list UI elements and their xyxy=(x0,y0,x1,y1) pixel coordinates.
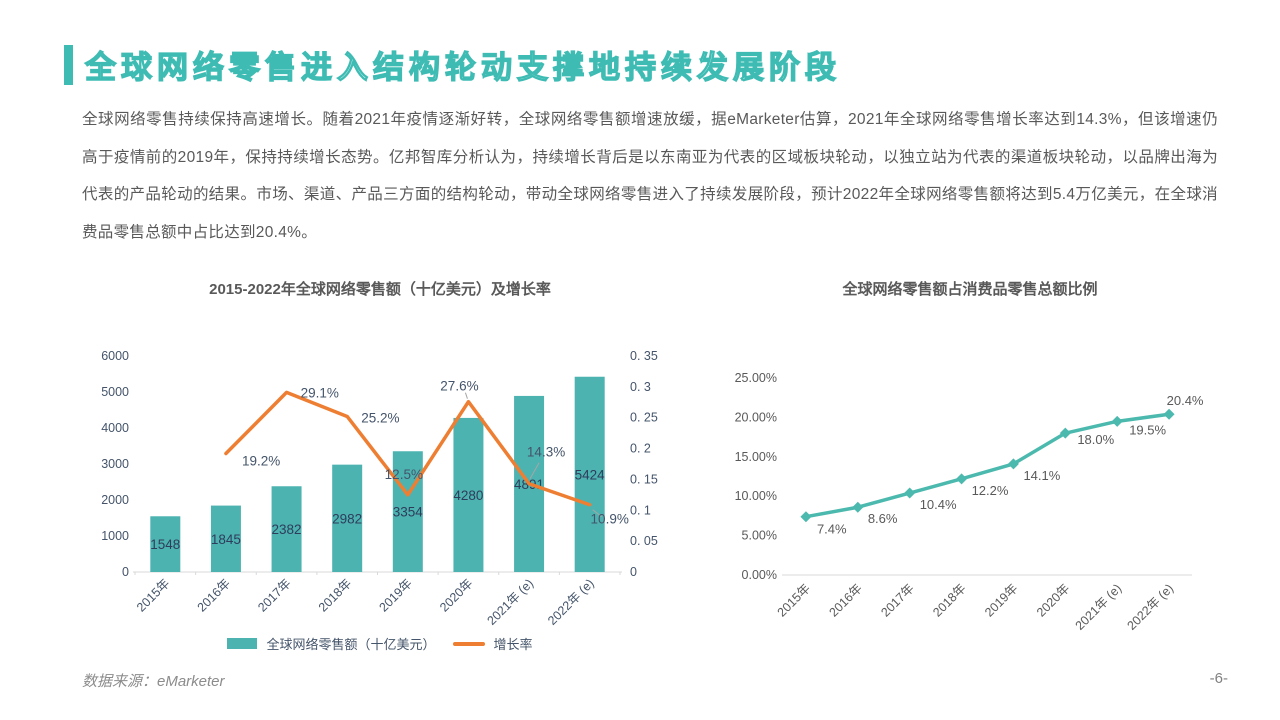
svg-text:2019年: 2019年 xyxy=(377,576,415,614)
svg-text:5424: 5424 xyxy=(575,467,606,482)
svg-text:14.1%: 14.1% xyxy=(1023,468,1060,483)
svg-text:2982: 2982 xyxy=(332,511,362,526)
svg-text:19.2%: 19.2% xyxy=(242,454,280,469)
svg-text:2017年: 2017年 xyxy=(255,576,293,614)
share-chart: 0.00% 5.00% 10.00% 15.00% 20.00% 25.00% 7.4% 8.… xyxy=(735,371,1204,633)
legend-bar-label: 全球网络零售额（十亿美元） xyxy=(266,637,436,652)
svg-text:0. 05: 0. 05 xyxy=(630,534,658,548)
svg-text:10.00%: 10.00% xyxy=(735,489,777,503)
svg-text:1845: 1845 xyxy=(211,532,241,547)
svg-text:2018年: 2018年 xyxy=(930,581,968,619)
svg-text:0.00%: 0.00% xyxy=(742,568,777,582)
svg-text:25.2%: 25.2% xyxy=(361,410,399,425)
svg-text:2016年: 2016年 xyxy=(827,581,865,619)
svg-text:0: 0 xyxy=(122,565,129,579)
svg-text:0. 3: 0. 3 xyxy=(630,380,651,394)
svg-text:12.5%: 12.5% xyxy=(385,467,423,482)
svg-text:0. 1: 0. 1 xyxy=(630,503,651,517)
combo-chart-title: 2015-2022年全球网络零售额（十亿美元）及增长率 xyxy=(209,281,551,298)
svg-text:2020年: 2020年 xyxy=(1034,581,1072,619)
combo-chart: 0 1000 2000 3000 4000 5000 6000 0 0. 05 0. 1 0. 15… xyxy=(101,349,658,628)
svg-text:2021年 (e): 2021年 (e) xyxy=(485,576,537,628)
svg-text:19.5%: 19.5% xyxy=(1129,422,1166,437)
svg-text:4280: 4280 xyxy=(453,488,483,503)
svg-text:1000: 1000 xyxy=(101,529,129,543)
svg-text:0. 2: 0. 2 xyxy=(630,442,651,456)
svg-text:12.2%: 12.2% xyxy=(972,483,1009,498)
svg-text:5.00%: 5.00% xyxy=(742,529,777,543)
svg-text:3354: 3354 xyxy=(393,505,424,520)
svg-text:14.3%: 14.3% xyxy=(527,445,565,460)
share-chart-figure: 全球网络零售额占消费品零售总额比例 0.00% 5.00% 10.00% 15.00%… xyxy=(715,278,1225,640)
svg-text:5000: 5000 xyxy=(101,385,129,399)
svg-text:8.6%: 8.6% xyxy=(868,511,898,526)
legend-bar-swatch xyxy=(227,638,258,649)
svg-text:18.0%: 18.0% xyxy=(1077,432,1114,447)
svg-text:6000: 6000 xyxy=(101,349,129,363)
legend-line-label: 增长率 xyxy=(493,637,533,652)
combo-chart-legend: 全球网络零售额（十亿美元） 增长率 xyxy=(85,634,675,653)
svg-text:25.00%: 25.00% xyxy=(735,371,777,385)
svg-text:20.4%: 20.4% xyxy=(1167,393,1204,408)
legend-line-swatch xyxy=(452,641,485,646)
svg-text:0. 25: 0. 25 xyxy=(630,411,658,425)
svg-text:2018年: 2018年 xyxy=(316,576,354,614)
svg-text:2017年: 2017年 xyxy=(878,581,916,619)
svg-text:2382: 2382 xyxy=(272,522,302,537)
svg-text:15.00%: 15.00% xyxy=(735,450,777,464)
svg-text:10.4%: 10.4% xyxy=(920,497,957,512)
svg-text:2019年: 2019年 xyxy=(982,581,1020,619)
svg-text:27.6%: 27.6% xyxy=(440,379,478,394)
svg-text:1548: 1548 xyxy=(150,537,180,552)
svg-text:2022年 (e): 2022年 (e) xyxy=(545,576,597,628)
svg-text:0. 35: 0. 35 xyxy=(630,349,658,363)
title-accent-bar xyxy=(64,44,73,85)
svg-text:0: 0 xyxy=(630,565,637,579)
svg-text:3000: 3000 xyxy=(101,457,129,471)
svg-text:2020年: 2020年 xyxy=(437,576,475,614)
svg-text:2015年: 2015年 xyxy=(775,581,813,619)
data-source-note: 数据来源：eMarketer xyxy=(82,673,225,690)
svg-text:10.9%: 10.9% xyxy=(591,512,629,527)
page-number: -6- xyxy=(1209,670,1228,687)
svg-text:20.00%: 20.00% xyxy=(735,410,777,424)
svg-text:2000: 2000 xyxy=(101,493,129,507)
combo-chart-figure: 2015-2022年全球网络零售额（十亿美元）及增长率 0 1000 2000 300… xyxy=(85,278,675,653)
svg-text:0. 15: 0. 15 xyxy=(630,472,658,486)
share-chart-title: 全球网络零售额占消费品零售总额比例 xyxy=(842,281,1098,298)
svg-text:29.1%: 29.1% xyxy=(301,385,339,400)
page-header: 全球网络零售进入结构轮动支撑地持续发展阶段 xyxy=(64,42,841,87)
svg-text:4000: 4000 xyxy=(101,421,129,435)
svg-text:7.4%: 7.4% xyxy=(817,522,847,537)
page-title: 全球网络零售进入结构轮动支撑地持续发展阶段 xyxy=(84,49,841,86)
svg-text:2022年 (e): 2022年 (e) xyxy=(1125,581,1177,633)
body-paragraph: 全球网络零售持续保持高速增长。随着2021年疫情逐渐好转，全球网络零售额增速放缓… xyxy=(82,111,1218,241)
svg-text:2016年: 2016年 xyxy=(195,576,233,614)
svg-text:2015年: 2015年 xyxy=(134,576,172,614)
svg-text:2021年 (e): 2021年 (e) xyxy=(1073,581,1125,633)
